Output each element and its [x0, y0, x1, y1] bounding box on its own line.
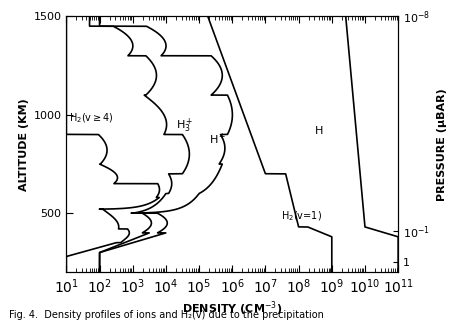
- Y-axis label: PRESSURE (μBAR): PRESSURE (μBAR): [437, 88, 447, 201]
- Text: H$_2$(v=1): H$_2$(v=1): [281, 209, 322, 223]
- Text: H$_2$(v$\geq$4): H$_2$(v$\geq$4): [69, 111, 114, 125]
- Text: H$_3^+$: H$_3^+$: [176, 116, 193, 135]
- Text: H$^+$: H$^+$: [209, 132, 227, 147]
- Text: H: H: [314, 127, 323, 136]
- X-axis label: DENSITY (CM$^{-3}$): DENSITY (CM$^{-3}$): [182, 300, 283, 318]
- Text: Fig. 4.  Density profiles of ions and H₂(v) due to the precipitation: Fig. 4. Density profiles of ions and H₂(…: [9, 310, 324, 320]
- Y-axis label: ALTITUDE (KM): ALTITUDE (KM): [19, 98, 29, 191]
